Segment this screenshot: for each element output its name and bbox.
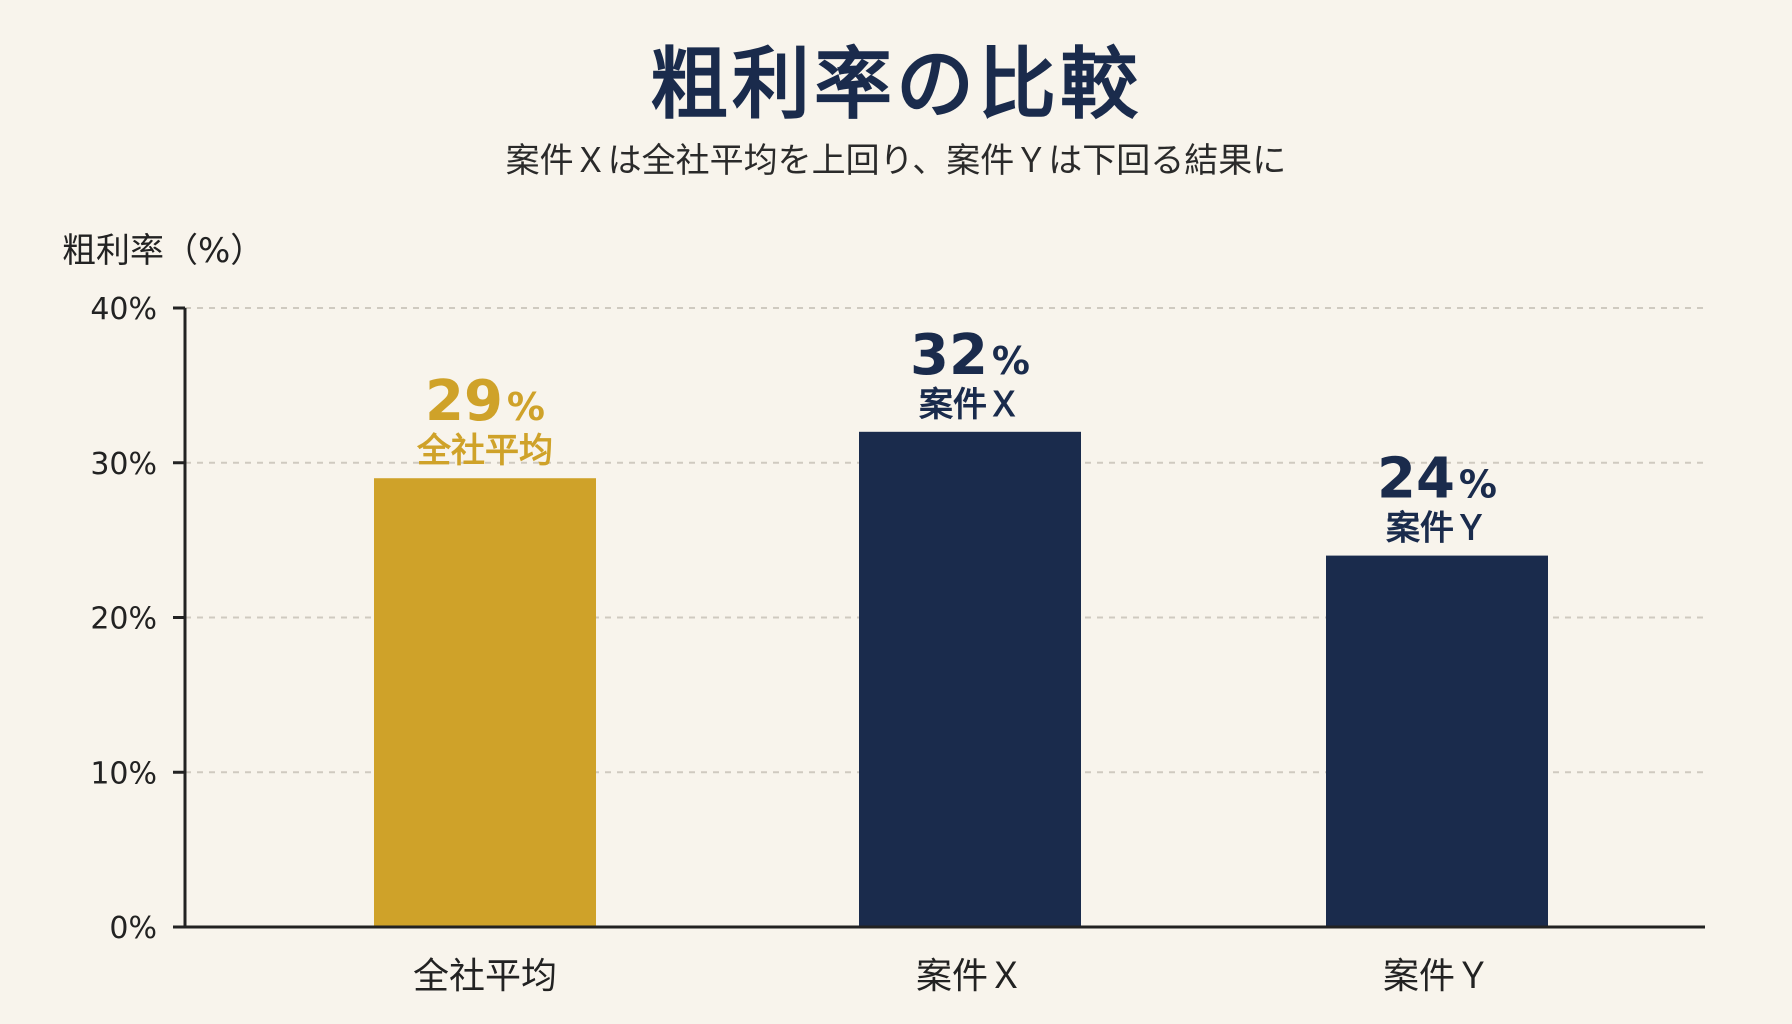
bar-value-label: 24% xyxy=(1377,447,1497,512)
y-tick-label: 10% xyxy=(90,756,157,791)
bar-name-label: 案件Ｘ xyxy=(919,385,1021,425)
x-category-label: 全社平均 xyxy=(413,956,557,997)
x-axis-categories: 全社平均 案件Ｘ 案件Ｙ xyxy=(413,956,1491,997)
y-tick-label: 0% xyxy=(109,911,157,946)
bar-name-label: 全社平均 xyxy=(416,431,553,471)
bar-name-label: 案件Ｙ xyxy=(1386,509,1488,549)
y-tick-label: 30% xyxy=(90,447,157,482)
x-category-label: 案件Ｙ xyxy=(1383,956,1491,997)
bar-labels: 29 %全社平均 32 %案件Ｘ 24 %案件Ｙ xyxy=(416,323,1497,549)
chart-title: 粗利率の比較 xyxy=(649,40,1142,130)
bar xyxy=(859,431,1081,927)
bar xyxy=(1326,555,1548,927)
chart-subtitle: 案件Ｘは全社平均を上回り、案件Ｙは下回る結果に xyxy=(505,141,1287,181)
bar-value-label: 29% xyxy=(425,369,545,434)
y-tick-label: 20% xyxy=(90,602,157,637)
bars xyxy=(374,431,1548,927)
y-tick-label: 40% xyxy=(90,292,157,327)
y-axis-ticks: 0% 10% 20% 30% 40% xyxy=(90,292,185,946)
bar xyxy=(374,478,596,927)
x-category-label: 案件Ｘ xyxy=(916,956,1024,997)
bar-value-label: 32% xyxy=(910,323,1030,388)
y-axis-label: 粗利率（%） xyxy=(62,231,264,271)
